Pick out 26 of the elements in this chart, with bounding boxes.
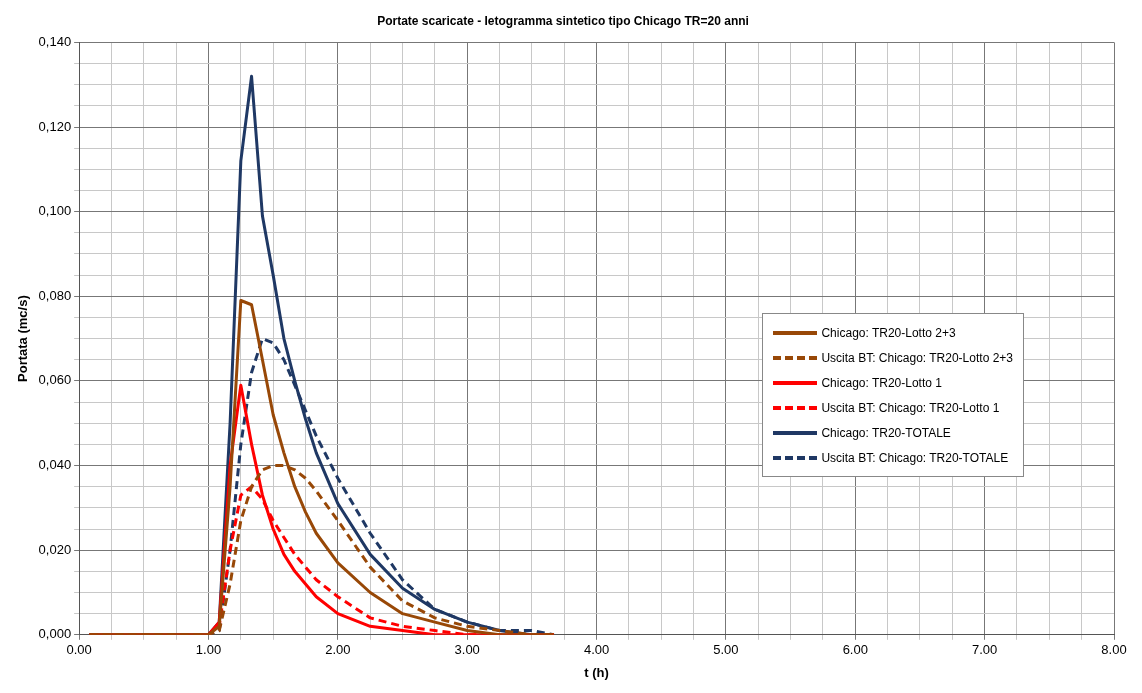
x-tick-label: 6.00	[842, 642, 868, 658]
x-tick-label: 3.00	[454, 642, 480, 658]
x-tick-label: 5.00	[713, 642, 739, 658]
legend-label: Chicago: TR20-Lotto 2+3	[821, 325, 956, 340]
x-tick-label: 7.00	[971, 642, 998, 658]
x-tick-label: 1.00	[195, 642, 222, 658]
legend-label: Uscita BT: Chicago: TR20-TOTALE	[821, 450, 1009, 465]
x-tick-label: 2.00	[325, 642, 351, 658]
x-axis-title: t (h)	[584, 664, 609, 680]
y-tick-label: 0,040	[38, 457, 72, 473]
legend-label: Uscita BT: Chicago: TR20-Lotto 2+3	[821, 350, 1013, 365]
legend-label: Chicago: TR20-Lotto 1	[821, 375, 942, 390]
y-tick-label: 0,080	[38, 287, 72, 303]
legend-label: Chicago: TR20-TOTALE	[821, 425, 951, 440]
y-axis-title: Portata (mc/s)	[15, 295, 31, 382]
x-tick-label: 4.00	[583, 642, 610, 658]
y-tick-label: 0,000	[38, 626, 72, 642]
y-tick-label: 0,060	[38, 372, 72, 388]
y-tick-label: 0,140	[38, 33, 72, 49]
y-tick-label: 0,020	[38, 541, 72, 557]
legend-label: Uscita BT: Chicago: TR20-Lotto 1	[821, 400, 1000, 415]
y-tick-label: 0,120	[38, 118, 72, 134]
x-tick-label: 0.00	[66, 642, 92, 658]
x-tick-label: 8.00	[1101, 642, 1127, 658]
chart-title: Portate scaricate - Ietogramma sintetico tipo Chicago TR=20 anni	[377, 13, 749, 28]
y-tick-label: 0,100	[38, 203, 72, 219]
